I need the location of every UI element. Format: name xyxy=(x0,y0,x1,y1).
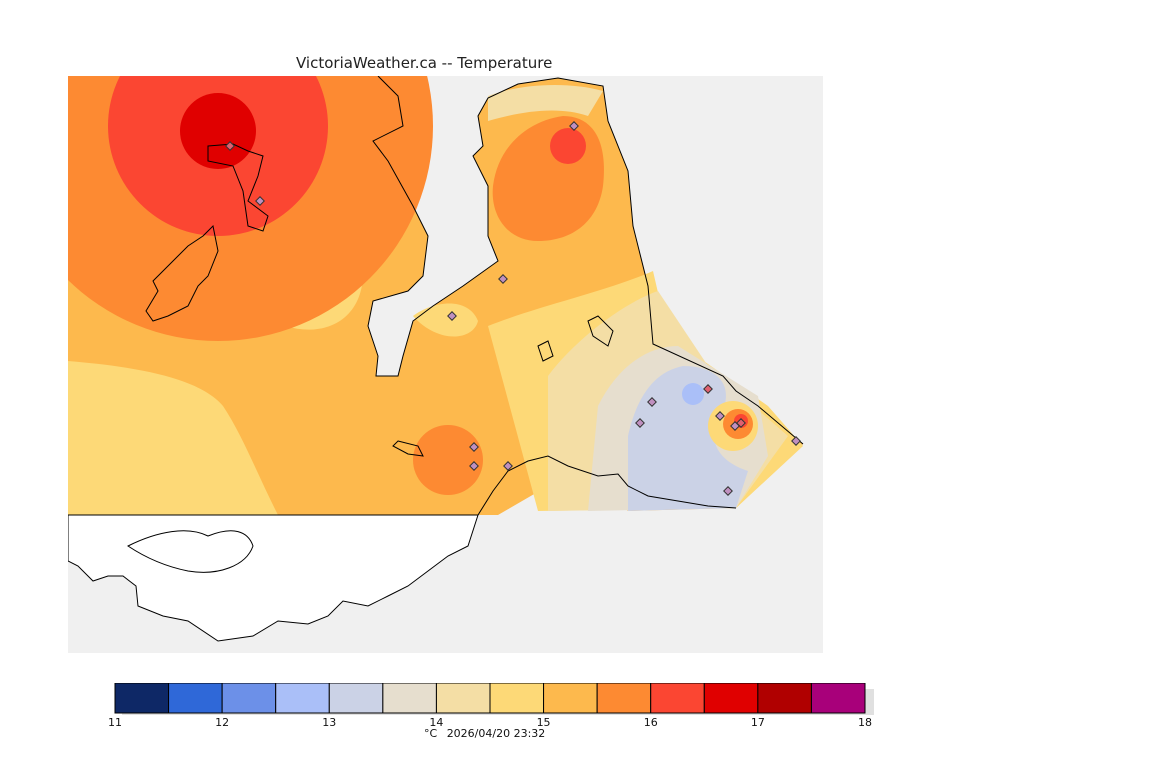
temperature-map[interactable] xyxy=(68,76,823,653)
scale-bin-17.5 xyxy=(810,683,866,714)
scale-bin-15 xyxy=(543,683,598,714)
map-title: VictoriaWeather.ca -- Temperature xyxy=(296,54,553,72)
coastlines xyxy=(145,76,804,516)
field-east-lightblue xyxy=(682,383,704,405)
station-marker xyxy=(635,418,645,428)
scale-tick-label: 16 xyxy=(643,716,658,729)
field-north-red xyxy=(550,128,586,164)
field-nw-darkred xyxy=(180,93,256,169)
legend-caption: °C 2026/04/20 23:32 xyxy=(424,727,545,740)
station-marker xyxy=(569,121,579,131)
scale-tick-label: 17 xyxy=(750,716,765,729)
scale-tick-label: 12 xyxy=(215,716,230,729)
station-marker xyxy=(469,461,479,471)
field-central-light-2 xyxy=(413,303,478,337)
station-marker xyxy=(715,411,725,421)
scale-tick-label: 11 xyxy=(108,716,122,729)
field-west-light xyxy=(68,361,278,515)
scale-bin-13.5 xyxy=(382,683,437,714)
scale-bin-13 xyxy=(328,683,384,714)
station-marker xyxy=(736,418,746,428)
scale-tick-label: 15 xyxy=(536,716,551,729)
station-marker xyxy=(723,486,733,496)
scale-bin-14.5 xyxy=(489,683,545,714)
scale-bin-12.5 xyxy=(275,683,330,714)
station-marker xyxy=(447,311,457,321)
scale-bin-14 xyxy=(435,683,491,714)
scale-bin-16 xyxy=(650,683,705,714)
field-east-blue-grey xyxy=(628,366,748,511)
field-north-top-tan xyxy=(488,84,603,121)
units-label: °C xyxy=(424,727,438,740)
scale-tick-label: 13 xyxy=(322,716,337,729)
station-marker xyxy=(647,397,657,407)
field-south-orange xyxy=(413,425,483,495)
scale-tick-label: 18 xyxy=(858,716,872,729)
station-marker xyxy=(703,384,713,394)
temperature-scale xyxy=(114,683,874,715)
scale-bin-15.5 xyxy=(596,683,652,714)
weather-stations[interactable] xyxy=(225,121,801,496)
scale-bin-17 xyxy=(757,683,812,714)
scale-bin-12 xyxy=(221,683,277,714)
station-marker xyxy=(503,461,513,471)
station-marker xyxy=(791,436,801,446)
station-marker xyxy=(469,442,479,452)
station-marker xyxy=(255,196,265,206)
timestamp: 2026/04/20 23:32 xyxy=(446,727,546,740)
scale-bin-11 xyxy=(114,683,170,714)
scale-bin-16.5 xyxy=(703,683,759,714)
scale-tick-label: 14 xyxy=(429,716,444,729)
station-marker xyxy=(225,141,235,151)
scale-bin-11.5 xyxy=(168,683,223,714)
station-marker xyxy=(498,274,508,284)
land-south-nodata-2 xyxy=(127,530,254,573)
